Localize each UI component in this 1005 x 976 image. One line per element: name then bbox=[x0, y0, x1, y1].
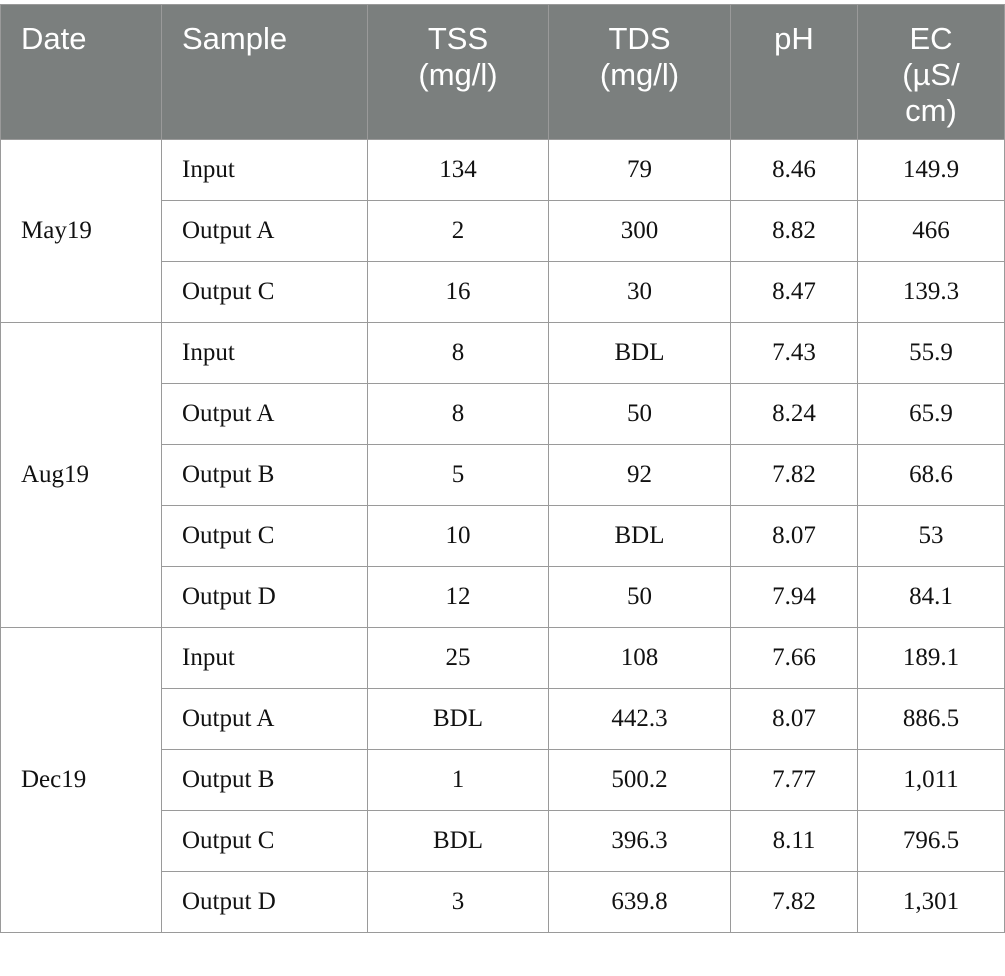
sample-cell: Output C bbox=[161, 261, 368, 323]
ec-cell: 68.6 bbox=[857, 444, 1005, 506]
table-row: Output B 1 500.2 7.77 1,011 bbox=[1, 749, 1005, 811]
ph-cell: 8.07 bbox=[730, 505, 858, 567]
tds-cell: 500.2 bbox=[548, 749, 731, 811]
date-cell: May19 bbox=[0, 139, 162, 323]
tss-cell: 10 bbox=[367, 505, 549, 567]
header-ec: EC (µS/ cm) bbox=[857, 4, 1005, 140]
tds-cell: 79 bbox=[548, 139, 731, 201]
tss-cell: 8 bbox=[367, 383, 549, 445]
date-cell: Aug19 bbox=[0, 322, 162, 628]
sample-cell: Output B bbox=[161, 749, 368, 811]
table-row: May19 Input 134 79 8.46 149.9 bbox=[0, 139, 1005, 323]
tss-cell: 8 bbox=[367, 322, 549, 384]
header-row: Date Sample TSS (mg/l) TDS (mg/l) pH EC … bbox=[0, 4, 1005, 140]
table-row: Output A 2 300 8.82 466 bbox=[1, 200, 1005, 262]
tss-cell: BDL bbox=[367, 688, 549, 750]
tds-cell: 396.3 bbox=[548, 810, 731, 872]
header-ec-label: EC bbox=[909, 21, 953, 56]
tds-cell: BDL bbox=[548, 322, 731, 384]
tds-cell: 30 bbox=[548, 261, 731, 323]
tds-cell: 50 bbox=[548, 566, 731, 628]
tss-cell: 134 bbox=[367, 139, 549, 201]
tds-cell: 50 bbox=[548, 383, 731, 445]
tss-cell: 16 bbox=[367, 261, 549, 323]
table-row: Output B 5 92 7.82 68.6 bbox=[1, 444, 1005, 506]
ec-cell: 84.1 bbox=[857, 566, 1005, 628]
header-date: Date bbox=[0, 4, 162, 140]
sample-cell: Output B bbox=[161, 444, 368, 506]
ec-cell: 65.9 bbox=[857, 383, 1005, 445]
ec-cell: 1,011 bbox=[857, 749, 1005, 811]
tss-cell: 1 bbox=[367, 749, 549, 811]
water-quality-table: Date Sample TSS (mg/l) TDS (mg/l) pH EC … bbox=[0, 4, 1005, 933]
ph-cell: 8.07 bbox=[730, 688, 858, 750]
table-row: Aug19 Input 8 BDL 7.43 55.9 bbox=[0, 322, 1005, 628]
ec-cell: 886.5 bbox=[857, 688, 1005, 750]
ph-cell: 7.43 bbox=[730, 322, 858, 384]
ec-cell: 466 bbox=[857, 200, 1005, 262]
table-row: Output A BDL 442.3 8.07 886.5 bbox=[1, 688, 1005, 750]
ec-cell: 55.9 bbox=[857, 322, 1005, 384]
ph-cell: 7.66 bbox=[730, 627, 858, 689]
ph-cell: 8.47 bbox=[730, 261, 858, 323]
tds-cell: 300 bbox=[548, 200, 731, 262]
header-sample: Sample bbox=[161, 4, 368, 140]
sample-cell: Output A bbox=[161, 688, 368, 750]
date-cell: Dec19 bbox=[0, 627, 162, 933]
tss-cell: 25 bbox=[367, 627, 549, 689]
tds-cell: 108 bbox=[548, 627, 731, 689]
header-tss-unit: (mg/l) bbox=[418, 57, 498, 92]
sample-cell: Output A bbox=[161, 383, 368, 445]
sample-cell: Output C bbox=[161, 810, 368, 872]
header-ec-unit-line1: (µS/ bbox=[902, 57, 960, 92]
header-tds: TDS (mg/l) bbox=[548, 4, 731, 140]
tss-cell: 5 bbox=[367, 444, 549, 506]
tds-cell: 442.3 bbox=[548, 688, 731, 750]
tss-cell: 12 bbox=[367, 566, 549, 628]
header-tss-label: TSS bbox=[427, 21, 489, 56]
table-header: Date Sample TSS (mg/l) TDS (mg/l) pH EC … bbox=[0, 4, 1005, 140]
header-ec-unit-line2: cm) bbox=[905, 93, 957, 128]
ph-cell: 8.24 bbox=[730, 383, 858, 445]
ph-cell: 8.46 bbox=[730, 139, 858, 201]
table-row: Output C 16 30 8.47 139.3 bbox=[1, 261, 1005, 323]
ph-cell: 8.11 bbox=[730, 810, 858, 872]
table-row: Output C BDL 396.3 8.11 796.5 bbox=[1, 810, 1005, 872]
ph-cell: 7.94 bbox=[730, 566, 858, 628]
table-row: Output D 12 50 7.94 84.1 bbox=[1, 566, 1005, 628]
ec-cell: 796.5 bbox=[857, 810, 1005, 872]
header-ph: pH bbox=[730, 4, 858, 140]
ph-cell: 8.82 bbox=[730, 200, 858, 262]
table-row: Output A 8 50 8.24 65.9 bbox=[1, 383, 1005, 445]
ec-cell: 149.9 bbox=[857, 139, 1005, 201]
sample-cell: Output D bbox=[161, 566, 368, 628]
sample-cell: Output D bbox=[161, 871, 368, 933]
sample-cell: Output A bbox=[161, 200, 368, 262]
ec-cell: 53 bbox=[857, 505, 1005, 567]
tss-cell: BDL bbox=[367, 810, 549, 872]
header-tds-label: TDS bbox=[608, 21, 671, 56]
ph-cell: 7.82 bbox=[730, 871, 858, 933]
table-row: Dec19 Input 25 108 7.66 189.1 bbox=[0, 627, 1005, 933]
table-body: May19 Input 134 79 8.46 149.9 Output A 2… bbox=[0, 139, 1005, 933]
ec-cell: 1,301 bbox=[857, 871, 1005, 933]
sample-cell: Output C bbox=[161, 505, 368, 567]
sample-cell: Input bbox=[161, 139, 368, 201]
table-row: Output D 3 639.8 7.82 1,301 bbox=[1, 871, 1005, 933]
tss-cell: 2 bbox=[367, 200, 549, 262]
tds-cell: BDL bbox=[548, 505, 731, 567]
tds-cell: 639.8 bbox=[548, 871, 731, 933]
ec-cell: 189.1 bbox=[857, 627, 1005, 689]
ph-cell: 7.77 bbox=[730, 749, 858, 811]
tds-cell: 92 bbox=[548, 444, 731, 506]
header-tds-unit: (mg/l) bbox=[599, 57, 680, 92]
tss-cell: 3 bbox=[367, 871, 549, 933]
sample-cell: Input bbox=[161, 322, 368, 384]
header-tss: TSS (mg/l) bbox=[367, 4, 549, 140]
sample-cell: Input bbox=[161, 627, 368, 689]
ec-cell: 139.3 bbox=[857, 261, 1005, 323]
ph-cell: 7.82 bbox=[730, 444, 858, 506]
